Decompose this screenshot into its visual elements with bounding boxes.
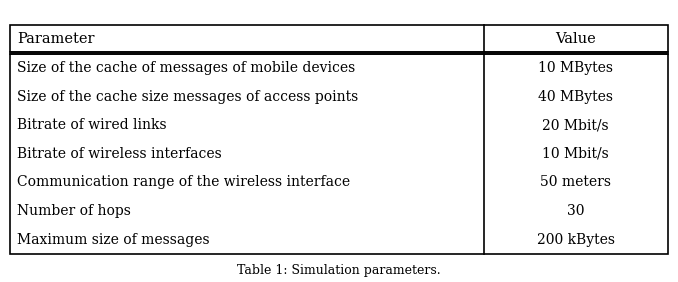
Text: 20 Mbit/s: 20 Mbit/s: [542, 118, 609, 132]
Text: 10 MBytes: 10 MBytes: [538, 61, 614, 75]
Text: Bitrate of wired links: Bitrate of wired links: [17, 118, 167, 132]
Text: Communication range of the wireless interface: Communication range of the wireless inte…: [17, 175, 350, 190]
Text: Maximum size of messages: Maximum size of messages: [17, 233, 210, 246]
Bar: [10, 54, 668, 254]
Text: Number of hops: Number of hops: [17, 204, 131, 218]
Bar: [10, 25, 668, 52]
Text: 40 MBytes: 40 MBytes: [538, 90, 614, 104]
Text: Value: Value: [555, 32, 596, 45]
Text: Table 1: Simulation parameters.: Table 1: Simulation parameters.: [237, 264, 441, 277]
Text: 10 Mbit/s: 10 Mbit/s: [542, 147, 609, 161]
Text: Parameter: Parameter: [17, 32, 94, 45]
Text: 50 meters: 50 meters: [540, 175, 612, 190]
Bar: [10, 54, 668, 254]
Text: Size of the cache size messages of access points: Size of the cache size messages of acces…: [17, 90, 358, 104]
Text: 200 kBytes: 200 kBytes: [537, 233, 615, 246]
Bar: [10, 25, 668, 52]
Text: 30: 30: [567, 204, 584, 218]
Text: Size of the cache of messages of mobile devices: Size of the cache of messages of mobile …: [17, 61, 355, 75]
Text: Bitrate of wireless interfaces: Bitrate of wireless interfaces: [17, 147, 222, 161]
